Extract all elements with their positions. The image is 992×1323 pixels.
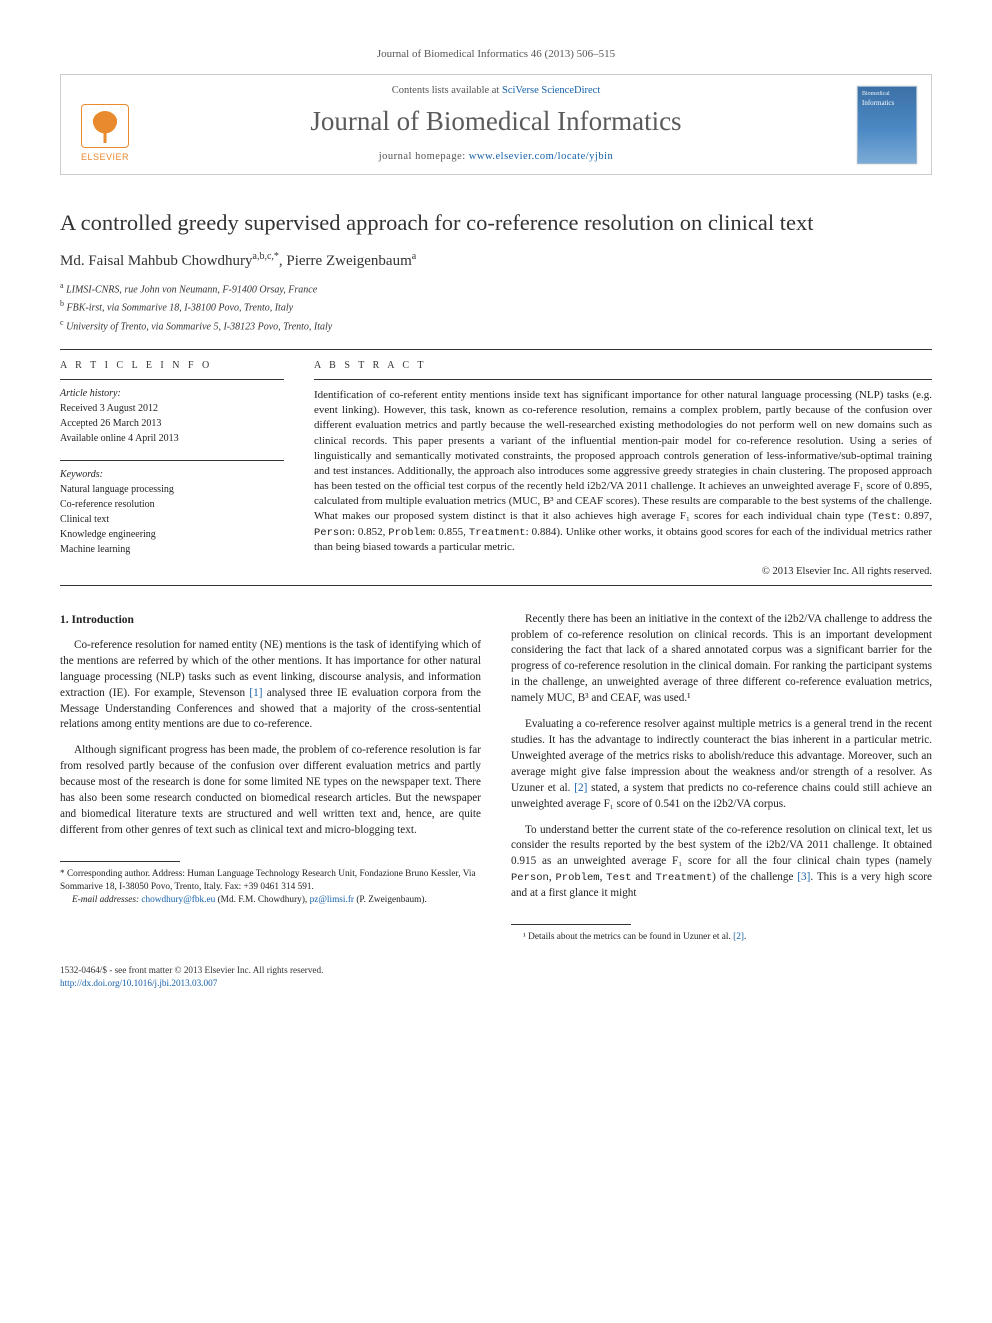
right-column: Recently there has been an initiative in… xyxy=(511,612,932,944)
r-code2: Problem xyxy=(556,872,600,884)
affil-b: FBK-irst, via Sommarive 18, I-38100 Povo… xyxy=(67,303,294,314)
footnote-corresponding: * Corresponding author. Address: Human L… xyxy=(60,868,481,894)
elsevier-logo[interactable]: ELSEVIER xyxy=(77,98,133,162)
cover-line2: Informatics xyxy=(862,99,912,107)
email-2[interactable]: pz@limsi.fr xyxy=(310,895,354,905)
journal-cover-thumb[interactable]: Biomedical Informatics xyxy=(857,86,917,164)
history-accepted: Accepted 26 March 2013 xyxy=(60,416,284,431)
cover-thumb-block: Biomedical Informatics xyxy=(843,75,931,174)
abstract-p1b: : 0.897, xyxy=(897,510,932,522)
rule-bottom xyxy=(60,585,932,586)
ref-1[interactable]: [1] xyxy=(249,687,262,699)
abstract-copyright: © 2013 Elsevier Inc. All rights reserved… xyxy=(314,566,932,577)
article-meta: A R T I C L E I N F O Article history: R… xyxy=(60,360,932,577)
masthead-center: Contents lists available at SciVerse Sci… xyxy=(149,75,843,174)
affil-b-sup: b xyxy=(60,299,64,308)
r-p3b: , xyxy=(549,871,556,883)
footnote-rule-left xyxy=(60,861,180,862)
affil-a-sup: a xyxy=(60,281,64,290)
journal-title: Journal of Biomedical Informatics xyxy=(157,106,835,137)
journal-homepage: journal homepage: www.elsevier.com/locat… xyxy=(157,151,835,162)
contents-listing: Contents lists available at SciVerse Sci… xyxy=(157,85,835,96)
email-1[interactable]: chowdhury@fbk.eu xyxy=(141,895,215,905)
article-info: A R T I C L E I N F O Article history: R… xyxy=(60,360,284,577)
left-para-1: Co-reference resolution for named entity… xyxy=(60,638,481,733)
keyword-4: Knowledge engineering xyxy=(60,527,284,542)
author-1[interactable]: Md. Faisal Mahbub Chowdhury xyxy=(60,253,253,269)
homepage-prefix: journal homepage: xyxy=(379,151,469,162)
r-code4: Treatment xyxy=(655,872,712,884)
contents-prefix: Contents lists available at xyxy=(392,85,502,96)
right-para-2: Evaluating a co-reference resolver again… xyxy=(511,717,932,812)
abstract-code1: Test xyxy=(872,511,897,523)
article-info-heading: A R T I C L E I N F O xyxy=(60,360,284,371)
fn1-tail: . xyxy=(744,932,746,942)
info-subrule xyxy=(60,379,284,380)
affil-c: University of Trento, via Sommarive 5, I… xyxy=(66,321,332,332)
author-2[interactable]: Pierre Zweigenbaum xyxy=(286,253,411,269)
body-columns: 1. Introduction Co-reference resolution … xyxy=(60,612,932,944)
elsevier-wordmark: ELSEVIER xyxy=(81,152,129,162)
abstract-body: Identification of co-referent entity men… xyxy=(314,388,932,556)
footer-doi[interactable]: http://dx.doi.org/10.1016/j.jbi.2013.03.… xyxy=(60,978,217,988)
rule-top xyxy=(60,349,932,350)
keywords-subrule xyxy=(60,460,284,461)
footnote-emails: E-mail addresses: chowdhury@fbk.eu (Md. … xyxy=(60,894,481,907)
footer-frontmatter: 1532-0464/$ - see front matter © 2013 El… xyxy=(60,964,932,977)
keyword-1: Natural language processing xyxy=(60,482,284,497)
keywords-label: Keywords: xyxy=(60,469,284,480)
author-1-affil-sup: a,b,c,* xyxy=(253,251,279,262)
abstract-subrule xyxy=(314,379,932,380)
left-para-2: Although significant progress has been m… xyxy=(60,743,481,838)
journal-homepage-link[interactable]: www.elsevier.com/locate/yjbin xyxy=(469,151,613,162)
authors: Md. Faisal Mahbub Chowdhurya,b,c,*, Pier… xyxy=(60,251,932,270)
abstract-code3: Problem xyxy=(388,527,432,539)
fn1-text: ¹ Details about the metrics can be found… xyxy=(523,932,733,942)
footnote-1: ¹ Details about the metrics can be found… xyxy=(511,931,932,944)
section-1-heading: 1. Introduction xyxy=(60,612,481,628)
ref-2a[interactable]: [2] xyxy=(574,782,587,794)
affil-c-sup: c xyxy=(60,318,64,327)
keyword-5: Machine learning xyxy=(60,542,284,557)
r-p3e: ) of the challenge xyxy=(712,871,797,883)
left-column: 1. Introduction Co-reference resolution … xyxy=(60,612,481,944)
page-footer: 1532-0464/$ - see front matter © 2013 El… xyxy=(60,964,932,990)
history-received: Received 3 August 2012 xyxy=(60,401,284,416)
r-code3: Test xyxy=(606,872,631,884)
sciencedirect-link[interactable]: SciVerse ScienceDirect xyxy=(502,85,600,96)
abstract-p1c: : 0.852, xyxy=(352,526,388,538)
masthead: ELSEVIER Contents lists available at Sci… xyxy=(60,74,932,175)
abstract-code4: Treatment xyxy=(469,527,526,539)
article-title: A controlled greedy supervised approach … xyxy=(60,209,932,237)
r-p3a: To understand better the current state o… xyxy=(511,824,932,868)
history-online: Available online 4 April 2013 xyxy=(60,431,284,446)
ref-3[interactable]: [3] xyxy=(797,871,810,883)
keyword-3: Clinical text xyxy=(60,512,284,527)
elsevier-tree-icon xyxy=(81,104,129,148)
email-2-who: (P. Zweigenbaum). xyxy=(354,895,427,905)
abstract: A B S T R A C T Identification of co-ref… xyxy=(314,360,932,577)
history-label: Article history: xyxy=(60,388,284,399)
abstract-p1d: : 0.855, xyxy=(432,526,468,538)
email-1-who: (Md. F.M. Chowdhury), xyxy=(215,895,309,905)
right-para-3: To understand better the current state o… xyxy=(511,823,932,903)
cover-line1: Biomedical xyxy=(862,91,912,97)
footnote-rule-right xyxy=(511,924,631,925)
keyword-2: Co-reference resolution xyxy=(60,497,284,512)
affiliations: a LIMSI-CNRS, rue John von Neumann, F-91… xyxy=(60,280,932,335)
right-para-1: Recently there has been an initiative in… xyxy=(511,612,932,707)
fn1-ref[interactable]: [2] xyxy=(733,932,744,942)
abstract-p1a: Identification of co-referent entity men… xyxy=(314,389,932,522)
header-citation: Journal of Biomedical Informatics 46 (20… xyxy=(60,48,932,60)
abstract-heading: A B S T R A C T xyxy=(314,360,932,371)
abstract-code2: Person xyxy=(314,527,352,539)
r-code1: Person xyxy=(511,872,549,884)
r-p3d: and xyxy=(632,871,656,883)
publisher-logo-block: ELSEVIER xyxy=(61,75,149,174)
email-label: E-mail addresses: xyxy=(72,895,141,905)
author-2-affil-sup: a xyxy=(412,251,416,262)
affil-a: LIMSI-CNRS, rue John von Neumann, F-9140… xyxy=(66,284,317,295)
